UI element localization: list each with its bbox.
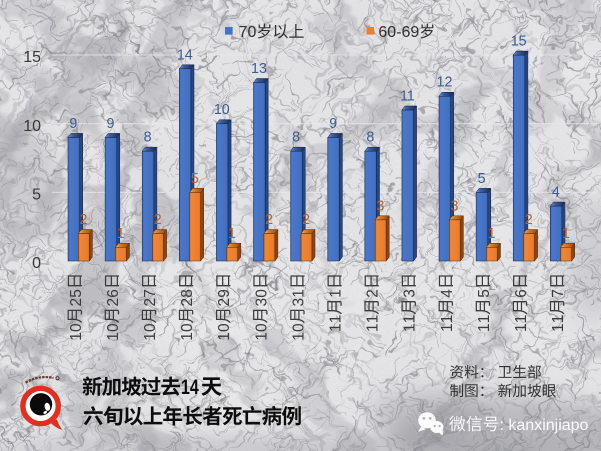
svg-text:: kanxinjiapo: : kanxinjiapo [500,417,589,434]
svg-text:4: 4 [552,185,560,201]
svg-text:10: 10 [23,118,41,135]
svg-text:1: 1 [550,315,567,324]
svg-text:1: 1 [290,289,307,298]
svg-text:0: 0 [253,289,270,298]
svg-text:1: 1 [550,323,567,332]
svg-text:0: 0 [216,323,233,332]
svg-text:70: 70 [239,24,257,41]
svg-text:1: 1 [228,226,236,242]
svg-text:6: 6 [513,289,530,298]
svg-text:1: 1 [328,323,345,332]
svg-text:15: 15 [23,49,41,66]
svg-text:3: 3 [376,198,384,214]
svg-text:1: 1 [402,315,419,324]
svg-text:4: 4 [439,289,456,298]
svg-text:6: 6 [105,289,122,298]
svg-text:5: 5 [476,289,493,298]
svg-text:12: 12 [437,75,453,91]
svg-text:1: 1 [68,332,85,341]
svg-text:0: 0 [105,323,122,332]
svg-text:1: 1 [142,332,159,341]
svg-text:1: 1 [513,315,530,324]
svg-text:60-69: 60-69 [378,24,419,41]
svg-text:0: 0 [290,323,307,332]
svg-text:5: 5 [68,289,85,298]
svg-text:1: 1 [476,315,493,324]
svg-text:1: 1 [216,332,233,341]
svg-text:1: 1 [328,289,345,298]
svg-text:0: 0 [253,323,270,332]
svg-text:1: 1 [439,315,456,324]
svg-text:2: 2 [68,298,85,307]
svg-text:2: 2 [302,212,310,228]
svg-text:8: 8 [292,130,300,146]
svg-text:3: 3 [290,298,307,307]
svg-text:5: 5 [478,171,486,187]
svg-text:9: 9 [329,116,337,132]
svg-text:9: 9 [216,289,233,298]
svg-text:5: 5 [32,187,41,204]
svg-text:9: 9 [107,116,115,132]
svg-text:0: 0 [32,255,41,272]
svg-text:2: 2 [154,212,162,228]
svg-text:0: 0 [68,323,85,332]
svg-text:1: 1 [476,323,493,332]
svg-text:2: 2 [179,298,196,307]
svg-text:5: 5 [191,171,199,187]
svg-text:1: 1 [105,332,122,341]
svg-text:3: 3 [253,298,270,307]
svg-text:1: 1 [562,226,570,242]
svg-text:1: 1 [117,226,125,242]
svg-text:7: 7 [550,289,567,298]
svg-text:1: 1 [439,323,456,332]
svg-text:15: 15 [511,34,527,50]
svg-text:1: 1 [328,315,345,324]
svg-text:10: 10 [214,102,230,118]
svg-text:1: 1 [402,323,419,332]
svg-text:14: 14 [181,375,199,399]
svg-text:2: 2 [365,289,382,298]
svg-text:0: 0 [142,323,159,332]
svg-text:3: 3 [402,289,419,298]
svg-text:0: 0 [179,323,196,332]
svg-text:1: 1 [513,323,530,332]
svg-text:13: 13 [251,61,267,77]
svg-text:11: 11 [400,89,415,105]
svg-text:1: 1 [488,226,496,242]
svg-text:2: 2 [105,298,122,307]
svg-text:14: 14 [177,47,193,63]
svg-text:2: 2 [525,212,533,228]
svg-text:1: 1 [290,332,307,341]
svg-text:8: 8 [144,130,152,146]
svg-text:1: 1 [179,332,196,341]
svg-text:7: 7 [142,289,159,298]
svg-text:2: 2 [80,212,88,228]
svg-text:1: 1 [253,332,270,341]
svg-text:2: 2 [142,298,159,307]
svg-text:2: 2 [265,212,273,228]
svg-text:1: 1 [365,315,382,324]
svg-text:1: 1 [365,323,382,332]
svg-text:8: 8 [366,130,374,146]
svg-text:2: 2 [216,298,233,307]
svg-text:9: 9 [69,116,77,132]
svg-text:8: 8 [179,289,196,298]
svg-text:3: 3 [451,198,459,214]
